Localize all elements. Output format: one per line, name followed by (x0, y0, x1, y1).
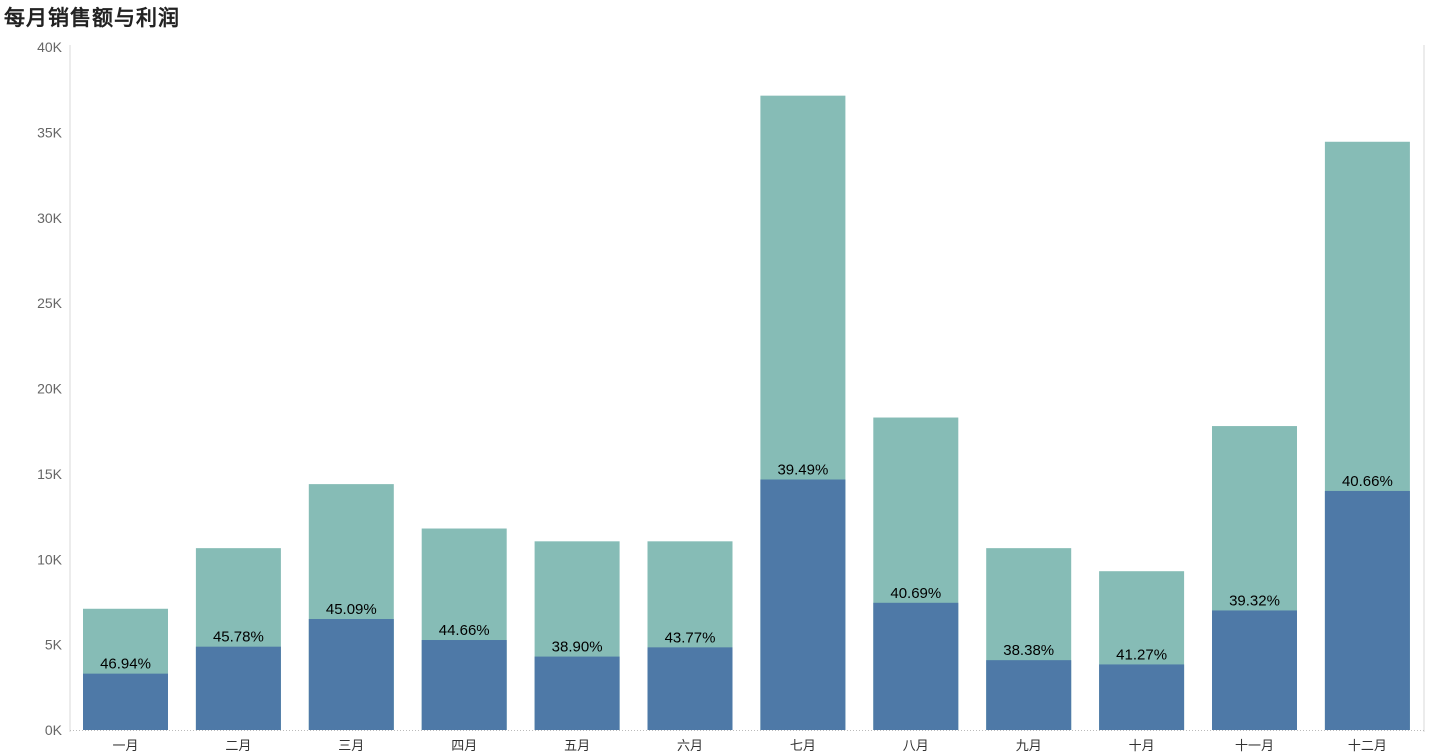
x-category-label: 九月 (1016, 739, 1042, 754)
y-tick-label: 0K (45, 722, 63, 738)
x-category-label: 五月 (564, 739, 590, 754)
bar-data-label: 45.78% (213, 629, 264, 646)
y-tick-label: 15K (37, 466, 63, 482)
x-category-label: 三月 (338, 739, 364, 754)
bar-data-label: 40.66% (1342, 473, 1393, 490)
y-tick-label: 40K (37, 39, 63, 55)
bar-data-label: 44.66% (439, 622, 490, 639)
bar-data-label: 45.09% (326, 601, 377, 618)
x-category-label: 八月 (903, 739, 929, 754)
bar-profit (534, 656, 620, 730)
bars-layer (83, 95, 1410, 731)
y-tick-label: 35K (37, 124, 63, 140)
axes-layer: 0K 5K 10K 15K 20K 25K 30K 35K 40K (37, 39, 1425, 738)
bar-data-label: 40.69% (890, 585, 941, 602)
bar-profit (986, 660, 1072, 730)
x-category-label: 十二月 (1348, 739, 1387, 754)
bar-data-label: 38.38% (1003, 642, 1054, 659)
bar-profit (308, 619, 394, 730)
bar-data-label: 41.27% (1116, 646, 1167, 663)
x-category-label: 十月 (1129, 739, 1155, 754)
bar-profit (1324, 490, 1410, 730)
x-category-label: 十一月 (1235, 739, 1274, 754)
x-category-label: 四月 (451, 739, 477, 754)
x-category-label: 二月 (225, 739, 251, 754)
labels-layer: 46.94% 一月 45.78% 二月 45.09% 三月 44.66% 四月 38.90% 五月… (100, 462, 1393, 754)
x-category-label: 六月 (677, 739, 703, 754)
bar-profit (760, 479, 846, 730)
bar-profit (1099, 664, 1185, 730)
bar-profit (195, 646, 281, 730)
bar-data-label: 43.77% (665, 629, 716, 646)
bar-data-label: 39.32% (1229, 592, 1280, 609)
x-category-label: 一月 (112, 739, 138, 754)
bar-profit (1212, 610, 1297, 730)
bar-data-label: 46.94% (100, 656, 151, 673)
bar-profit (647, 647, 733, 730)
bar-data-label: 38.90% (552, 639, 603, 656)
y-tick-label: 25K (37, 295, 63, 311)
x-category-label: 七月 (790, 739, 816, 754)
chart-title: 每月销售额与利润 (4, 5, 180, 30)
y-tick-label: 5K (45, 637, 63, 653)
bar-profit (83, 673, 168, 730)
y-tick-label: 20K (37, 381, 63, 397)
y-tick-label: 30K (37, 210, 63, 226)
bar-profit (873, 602, 959, 730)
bar-profit (421, 640, 507, 730)
y-tick-label: 10K (37, 551, 63, 567)
bar-data-label: 39.49% (777, 462, 828, 479)
